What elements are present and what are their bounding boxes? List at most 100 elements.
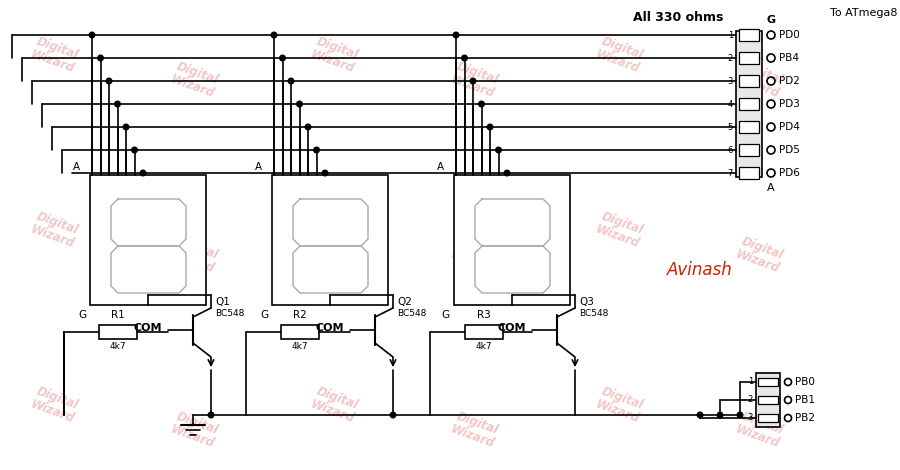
Circle shape bbox=[717, 412, 723, 418]
Text: Digital
Wizard: Digital Wizard bbox=[309, 209, 361, 251]
Circle shape bbox=[391, 412, 396, 418]
Text: Q2: Q2 bbox=[397, 297, 412, 307]
Text: 5: 5 bbox=[728, 123, 733, 132]
Bar bbox=[739, 52, 759, 64]
Bar bbox=[90, 175, 206, 305]
Text: BC548: BC548 bbox=[215, 310, 245, 319]
Text: All 330 ohms: All 330 ohms bbox=[633, 10, 724, 24]
Text: PD5: PD5 bbox=[779, 145, 800, 155]
Text: 3: 3 bbox=[748, 414, 753, 423]
Text: Digital
Wizard: Digital Wizard bbox=[734, 59, 787, 101]
Text: 4k7: 4k7 bbox=[110, 342, 126, 351]
Bar bbox=[758, 396, 778, 404]
Text: BC548: BC548 bbox=[397, 310, 427, 319]
Text: PD0: PD0 bbox=[779, 30, 800, 40]
Bar bbox=[758, 378, 778, 386]
Circle shape bbox=[496, 147, 501, 153]
Circle shape bbox=[114, 101, 121, 107]
Circle shape bbox=[314, 147, 319, 153]
Circle shape bbox=[454, 32, 459, 38]
Text: PD2: PD2 bbox=[779, 76, 800, 86]
Circle shape bbox=[322, 170, 328, 176]
Text: G: G bbox=[442, 310, 450, 320]
Bar bbox=[739, 75, 759, 87]
Text: Digital
Wizard: Digital Wizard bbox=[29, 384, 81, 426]
Bar bbox=[739, 98, 759, 110]
Text: 2: 2 bbox=[748, 395, 753, 405]
Text: PB4: PB4 bbox=[779, 53, 799, 63]
Text: A: A bbox=[436, 162, 444, 172]
Text: COM: COM bbox=[134, 323, 162, 333]
Circle shape bbox=[487, 124, 493, 130]
Circle shape bbox=[131, 147, 138, 153]
Bar bbox=[272, 175, 388, 305]
Bar bbox=[739, 121, 759, 133]
Text: 1: 1 bbox=[748, 377, 753, 386]
Text: PD6: PD6 bbox=[779, 168, 800, 178]
Bar bbox=[756, 373, 780, 427]
Circle shape bbox=[280, 55, 285, 61]
Circle shape bbox=[479, 101, 484, 107]
Circle shape bbox=[305, 124, 310, 130]
Text: 4: 4 bbox=[728, 100, 733, 109]
Text: G: G bbox=[78, 310, 86, 320]
Text: Digital
Wizard: Digital Wizard bbox=[449, 59, 501, 101]
Text: Digital
Wizard: Digital Wizard bbox=[309, 34, 361, 76]
Text: Digital
Wizard: Digital Wizard bbox=[734, 409, 787, 451]
Text: Digital
Wizard: Digital Wizard bbox=[449, 234, 501, 276]
Text: R1: R1 bbox=[111, 310, 125, 320]
Text: Digital
Wizard: Digital Wizard bbox=[309, 384, 361, 426]
Text: A: A bbox=[73, 162, 80, 172]
Text: Digital
Wizard: Digital Wizard bbox=[594, 209, 646, 251]
Text: Digital
Wizard: Digital Wizard bbox=[449, 409, 501, 451]
Text: PB0: PB0 bbox=[795, 377, 815, 387]
Circle shape bbox=[98, 55, 104, 61]
Circle shape bbox=[698, 412, 703, 418]
Text: COM: COM bbox=[316, 323, 345, 333]
Text: 3: 3 bbox=[727, 77, 733, 86]
Text: PD3: PD3 bbox=[779, 99, 800, 109]
Text: Digital
Wizard: Digital Wizard bbox=[594, 384, 646, 426]
Circle shape bbox=[737, 412, 742, 418]
Bar bbox=[736, 31, 762, 177]
Text: 4k7: 4k7 bbox=[476, 342, 492, 351]
Text: To ATmega8: To ATmega8 bbox=[831, 8, 898, 18]
Text: Digital
Wizard: Digital Wizard bbox=[168, 234, 221, 276]
Text: PB2: PB2 bbox=[795, 413, 815, 423]
Text: 1: 1 bbox=[728, 31, 733, 39]
Text: Digital
Wizard: Digital Wizard bbox=[168, 59, 221, 101]
Circle shape bbox=[297, 101, 302, 107]
Text: A: A bbox=[767, 183, 775, 193]
Bar bbox=[739, 167, 759, 179]
Text: G: G bbox=[260, 310, 268, 320]
Circle shape bbox=[271, 32, 277, 38]
Text: R2: R2 bbox=[293, 310, 307, 320]
Text: A: A bbox=[255, 162, 262, 172]
Text: Digital
Wizard: Digital Wizard bbox=[734, 234, 787, 276]
Circle shape bbox=[89, 32, 94, 38]
Circle shape bbox=[504, 170, 509, 176]
Text: 6: 6 bbox=[727, 146, 733, 155]
Text: BC548: BC548 bbox=[579, 310, 608, 319]
Bar bbox=[465, 325, 503, 339]
Bar bbox=[454, 175, 570, 305]
Text: Digital
Wizard: Digital Wizard bbox=[29, 209, 81, 251]
Text: Q1: Q1 bbox=[215, 297, 230, 307]
Text: Digital
Wizard: Digital Wizard bbox=[594, 34, 646, 76]
Text: Digital
Wizard: Digital Wizard bbox=[168, 409, 221, 451]
Text: 7: 7 bbox=[727, 169, 733, 178]
Text: PD4: PD4 bbox=[779, 122, 800, 132]
Bar bbox=[739, 29, 759, 41]
Text: Q3: Q3 bbox=[579, 297, 594, 307]
Circle shape bbox=[123, 124, 129, 130]
Circle shape bbox=[288, 78, 293, 84]
Bar bbox=[758, 414, 778, 422]
Text: R3: R3 bbox=[477, 310, 490, 320]
Text: 2: 2 bbox=[728, 54, 733, 63]
Circle shape bbox=[140, 170, 146, 176]
Circle shape bbox=[462, 55, 467, 61]
Text: Avinash: Avinash bbox=[667, 261, 733, 279]
Text: COM: COM bbox=[498, 323, 526, 333]
Text: Digital
Wizard: Digital Wizard bbox=[29, 34, 81, 76]
Circle shape bbox=[470, 78, 476, 84]
